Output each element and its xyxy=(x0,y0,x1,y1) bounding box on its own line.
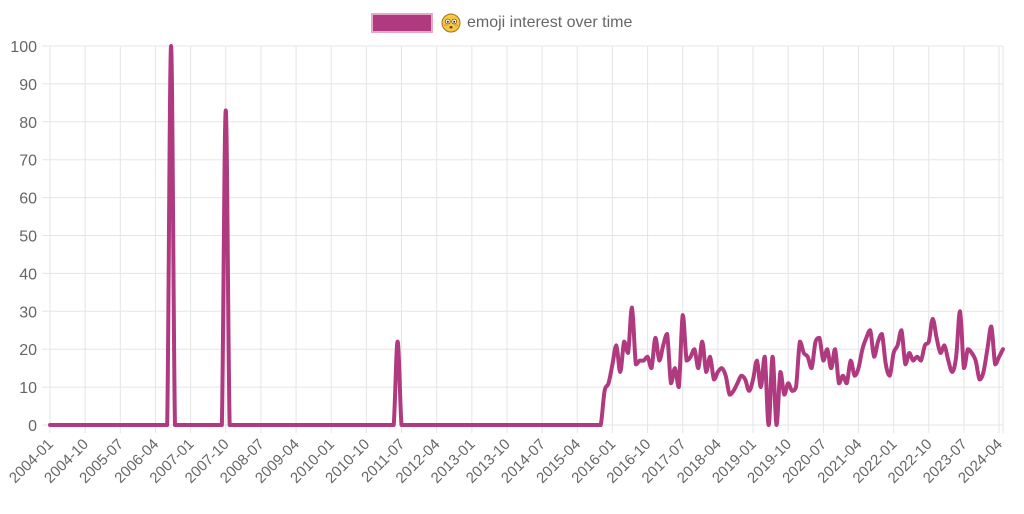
y-tick-label: 20 xyxy=(19,342,37,359)
y-tick-label: 10 xyxy=(19,380,37,397)
y-tick-label: 0 xyxy=(28,418,37,435)
y-tick-label: 100 xyxy=(10,39,37,56)
y-tick-label: 30 xyxy=(19,304,37,321)
y-tick-label: 70 xyxy=(19,153,37,170)
y-tick-label: 50 xyxy=(19,229,37,246)
y-tick-label: 80 xyxy=(19,115,37,132)
y-axis: 0 10 20 30 40 50 60 70 80 90 100 xyxy=(10,39,37,435)
flushed-face-icon xyxy=(441,13,461,33)
chart-legend[interactable]: emoji interest over time xyxy=(371,11,632,35)
y-tick-label: 60 xyxy=(19,191,37,208)
x-axis: 2004-012004-102005-072006-042007-012007-… xyxy=(6,436,1006,487)
grid-lines xyxy=(42,45,1004,433)
legend-label: emoji interest over time xyxy=(467,14,633,31)
y-tick-label: 40 xyxy=(19,266,37,283)
y-tick-label: 90 xyxy=(19,77,37,94)
data-line-series[interactable] xyxy=(48,44,1005,427)
legend-color-swatch[interactable] xyxy=(371,13,433,33)
